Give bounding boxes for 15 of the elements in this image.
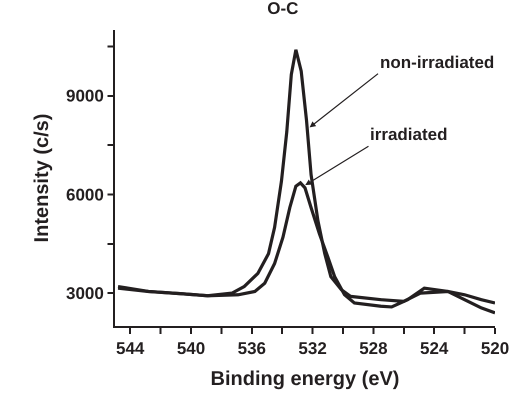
annotation: irradiated [370,125,448,144]
x-tick-label: 540 [176,339,206,358]
x-tick-label: 524 [420,339,449,358]
x-tick-label: 520 [480,339,510,358]
x-tick-label: 532 [298,339,327,358]
x-tick-label: 544 [116,339,145,358]
y-tick-label: 6000 [66,185,104,204]
y-tick-label: 9000 [66,86,104,106]
x-tick-label: 536 [238,339,266,358]
y-axis-title: Intensity (c/s) [31,114,54,242]
y-tick-label: 3000 [66,284,104,304]
x-tick-label: 528 [359,339,388,358]
x-axis-title: Binding energy (eV) [210,368,400,390]
annotation: non-irradiated [380,53,494,72]
chart-title: O-C [267,0,298,18]
